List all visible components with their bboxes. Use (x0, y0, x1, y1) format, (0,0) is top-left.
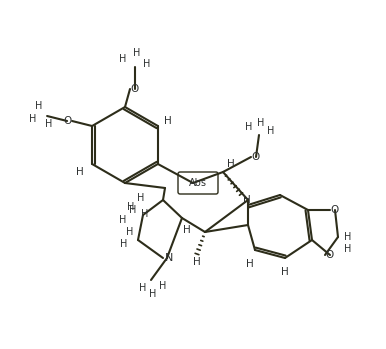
Text: H: H (344, 244, 352, 254)
Text: H: H (257, 118, 265, 128)
Text: H: H (119, 215, 127, 225)
Text: H: H (133, 48, 141, 58)
Text: H: H (29, 114, 37, 124)
Text: H: H (193, 257, 201, 267)
Text: H: H (46, 119, 53, 129)
Text: H: H (267, 126, 275, 136)
Text: O: O (131, 84, 139, 94)
Text: H: H (36, 101, 43, 111)
Text: H: H (183, 225, 191, 235)
Text: H: H (127, 202, 135, 212)
Text: H: H (139, 283, 147, 293)
Text: O: O (331, 205, 339, 215)
Text: H: H (76, 167, 84, 177)
Text: H: H (243, 195, 251, 205)
Text: O: O (326, 250, 334, 260)
Text: H: H (164, 116, 172, 126)
Text: O: O (252, 152, 260, 162)
Text: H: H (141, 209, 149, 219)
Text: H: H (129, 205, 137, 215)
FancyBboxPatch shape (178, 172, 218, 194)
Text: H: H (137, 193, 145, 203)
Text: H: H (119, 54, 127, 64)
Text: H: H (149, 289, 157, 299)
Text: H: H (281, 267, 289, 277)
Text: H: H (246, 259, 254, 269)
Text: H: H (120, 239, 128, 249)
Text: H: H (245, 122, 253, 132)
Text: H: H (126, 227, 134, 237)
Text: H: H (143, 59, 151, 69)
Text: N: N (165, 253, 173, 263)
Text: H: H (344, 232, 352, 242)
Text: Abs: Abs (189, 178, 207, 188)
Text: O: O (63, 116, 71, 126)
Text: H: H (227, 159, 235, 169)
Text: H: H (159, 281, 167, 291)
